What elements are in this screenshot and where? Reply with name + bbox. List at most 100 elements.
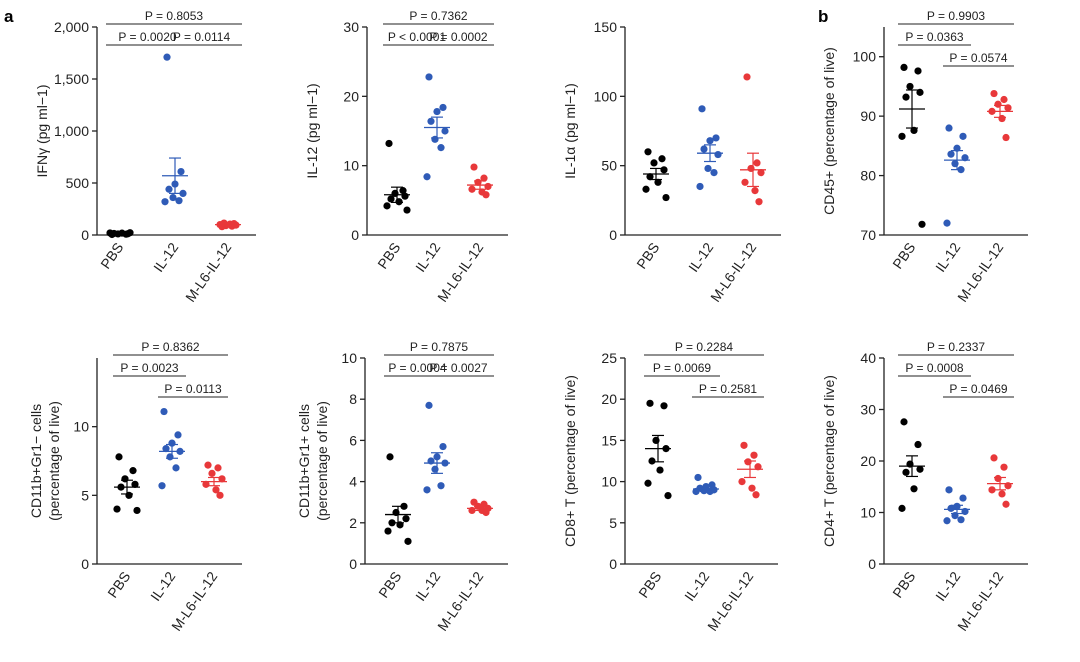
data-point bbox=[113, 505, 121, 513]
data-point bbox=[694, 473, 702, 482]
data-point bbox=[179, 189, 187, 197]
data-point bbox=[658, 155, 666, 163]
pvalue-label: P = 0.7875 bbox=[410, 340, 468, 354]
pvalue-label: P = 0.8362 bbox=[141, 340, 199, 354]
category-label: PBS bbox=[635, 569, 664, 601]
y-axis-label: CD8+ T (percentage of live) bbox=[562, 375, 578, 547]
data-point bbox=[480, 174, 488, 182]
data-point bbox=[214, 464, 222, 472]
y-tick-label: 5 bbox=[609, 515, 617, 531]
y-tick-label: 50 bbox=[601, 158, 617, 174]
y-tick-label: 0 bbox=[609, 556, 617, 572]
data-point bbox=[425, 401, 433, 409]
data-point bbox=[385, 139, 393, 148]
y-tick-label: 0 bbox=[351, 227, 359, 243]
y-tick-label: 20 bbox=[343, 88, 359, 104]
y-tick-label: 10 bbox=[601, 474, 617, 490]
pvalue-label: P = 0.0363 bbox=[905, 30, 963, 44]
data-point bbox=[710, 169, 718, 177]
data-point bbox=[437, 482, 445, 490]
data-point bbox=[212, 486, 220, 494]
data-point bbox=[1004, 104, 1012, 112]
data-point bbox=[470, 163, 478, 171]
data-point bbox=[644, 479, 652, 487]
data-point bbox=[943, 517, 951, 525]
data-point bbox=[959, 494, 967, 502]
pvalue-label: P = 0.2337 bbox=[927, 340, 985, 354]
y-tick-label: 20 bbox=[601, 391, 617, 407]
data-point bbox=[1002, 500, 1010, 508]
category-label: PBS bbox=[633, 240, 662, 272]
pvalue-label: P = 0.2581 bbox=[699, 382, 757, 396]
category-label: IL-12 bbox=[412, 568, 444, 603]
data-point bbox=[741, 178, 749, 186]
y-tick-label: 500 bbox=[66, 175, 90, 191]
pvalue-label: P < 0.0001 bbox=[388, 30, 446, 44]
data-point bbox=[439, 442, 447, 451]
y-tick-label: 40 bbox=[860, 350, 876, 366]
data-point bbox=[914, 67, 922, 75]
data-point bbox=[158, 482, 166, 490]
data-point bbox=[947, 150, 955, 158]
y-tick-label: 1,500 bbox=[54, 71, 89, 87]
y-tick-label: 1,000 bbox=[54, 123, 89, 139]
data-point bbox=[384, 527, 392, 535]
data-point bbox=[172, 464, 180, 472]
data-point bbox=[386, 453, 394, 461]
data-point bbox=[902, 468, 910, 476]
data-point bbox=[945, 124, 953, 132]
category-label: IL-12 bbox=[147, 568, 179, 603]
data-point bbox=[706, 137, 714, 145]
data-point bbox=[165, 185, 173, 193]
category-label: PBS bbox=[374, 240, 403, 272]
data-point bbox=[129, 467, 137, 475]
category-label: IL-12 bbox=[932, 568, 964, 603]
y-tick-label: 10 bbox=[341, 350, 357, 366]
data-point bbox=[910, 485, 918, 493]
data-point bbox=[654, 178, 662, 186]
data-point bbox=[131, 480, 139, 488]
pvalue-label: P = 0.0008 bbox=[905, 361, 963, 375]
data-point bbox=[943, 219, 951, 227]
data-point bbox=[383, 202, 391, 210]
y-axis-label: CD11b+Gr1+ cells bbox=[296, 404, 312, 518]
category-label: PBS bbox=[889, 240, 918, 272]
data-point bbox=[402, 515, 410, 523]
data-point bbox=[656, 466, 664, 474]
data-point bbox=[218, 475, 226, 483]
category-label: IL-12 bbox=[685, 239, 717, 274]
category-label: PBS bbox=[104, 569, 133, 601]
y-axis-label: CD4+ T (percentage of live) bbox=[821, 375, 837, 547]
y-axis-label: (percentage of live) bbox=[314, 401, 330, 521]
data-point bbox=[918, 220, 926, 228]
data-point bbox=[959, 132, 967, 140]
data-point bbox=[177, 167, 185, 176]
y-tick-label: 10 bbox=[73, 419, 89, 435]
y-tick-label: 2,000 bbox=[54, 19, 89, 35]
category-label: IL-12 bbox=[150, 239, 182, 274]
y-tick-label: 4 bbox=[349, 474, 357, 490]
data-point bbox=[751, 187, 759, 195]
data-point bbox=[1000, 95, 1008, 104]
y-axis-label: IL-12 (pg ml−1) bbox=[304, 83, 320, 178]
pvalue-label: P = 0.0020 bbox=[118, 30, 176, 44]
y-tick-label: 15 bbox=[601, 432, 617, 448]
y-tick-label: 10 bbox=[343, 158, 359, 174]
data-point bbox=[750, 451, 758, 459]
data-point bbox=[898, 132, 906, 140]
data-point bbox=[743, 73, 751, 81]
data-point bbox=[704, 164, 712, 173]
panel-label-b: b bbox=[818, 7, 828, 26]
category-label: M-L6-IL-12 bbox=[182, 239, 235, 304]
category-label: PBS bbox=[889, 569, 918, 601]
data-point bbox=[957, 516, 965, 524]
data-point bbox=[423, 486, 431, 494]
y-tick-label: 10 bbox=[860, 505, 876, 521]
y-tick-label: 100 bbox=[594, 88, 618, 104]
pvalue-label: P = 0.0469 bbox=[949, 382, 1007, 396]
data-point bbox=[748, 484, 756, 492]
data-point bbox=[898, 504, 906, 512]
category-label: IL-12 bbox=[932, 239, 964, 274]
data-point bbox=[753, 159, 761, 167]
